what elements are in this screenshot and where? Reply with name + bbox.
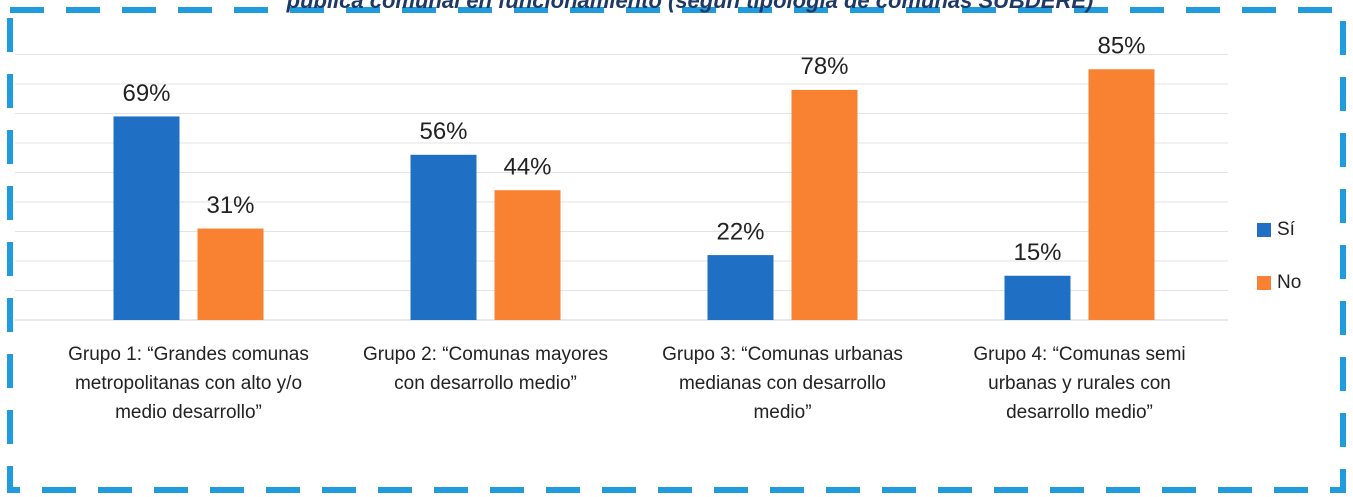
x-tick-label: Grupo 1: “Grandes comunas metropolitanas …	[68, 344, 309, 423]
legend-swatch	[1257, 223, 1271, 237]
value-label: 69%	[122, 80, 170, 107]
value-label: 78%	[800, 53, 848, 80]
value-label: 22%	[716, 218, 764, 245]
x-tick-label: Grupo 2: “Comunas mayores con desarrollo …	[363, 344, 608, 394]
legend-swatch	[1257, 276, 1271, 290]
legend-label: No	[1277, 272, 1301, 293]
value-label: 44%	[503, 154, 551, 181]
chart-title: pública comunal en funcionamiento (según…	[286, 0, 1094, 13]
value-label: 31%	[206, 192, 254, 219]
dashed-border	[7, 7, 1346, 493]
bar	[494, 190, 561, 320]
value-label: 56%	[419, 118, 467, 145]
bar	[113, 116, 180, 320]
bar	[410, 154, 477, 320]
bar	[197, 228, 264, 320]
x-tick-label: Grupo 3: “Comunas urbanas medianas con de…	[662, 344, 903, 423]
bar	[1088, 69, 1155, 320]
value-label: 85%	[1097, 33, 1145, 60]
legend-label: Sí	[1277, 219, 1296, 240]
value-label: 15%	[1013, 239, 1061, 266]
bar	[791, 89, 858, 321]
bar	[1004, 275, 1071, 320]
bar	[707, 255, 774, 320]
x-tick-label: Grupo 4: “Comunas semi urbanas y rurales …	[973, 344, 1185, 423]
